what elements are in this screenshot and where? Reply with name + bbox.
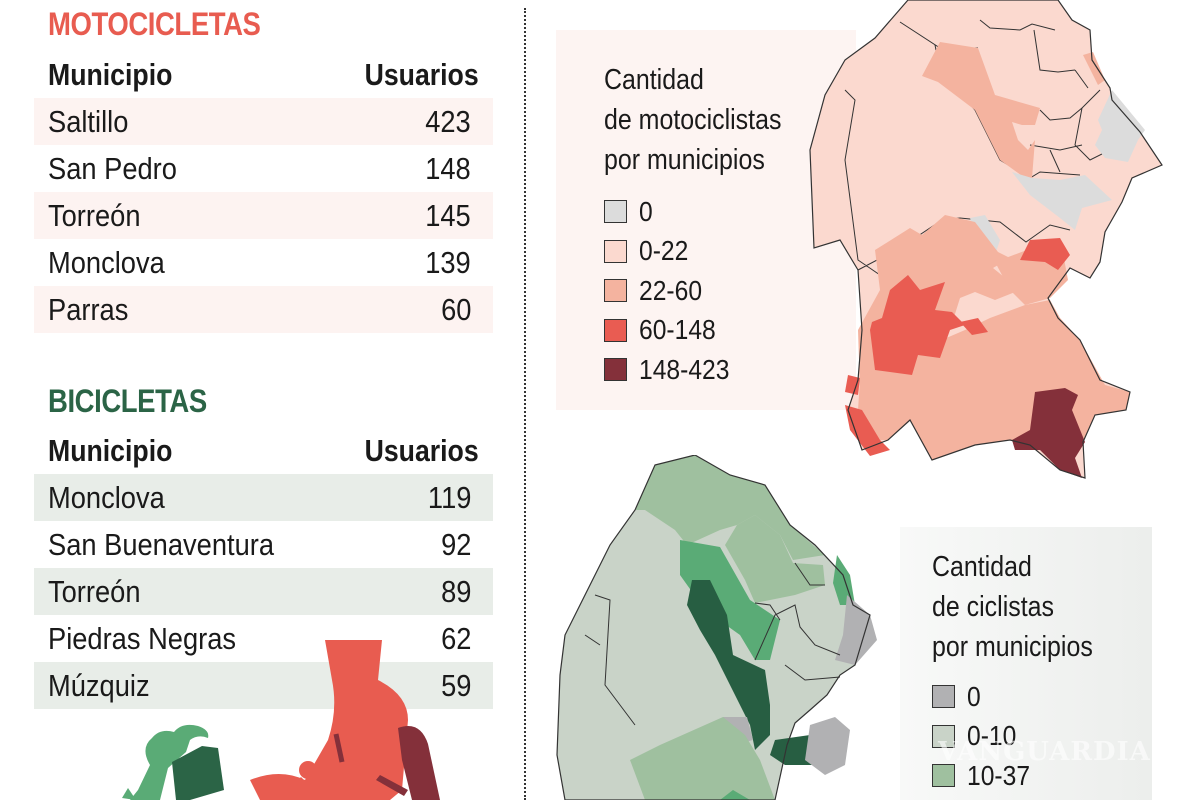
bicicletas-title: BICICLETAS: [48, 383, 207, 419]
cell-usuarios: 145: [425, 197, 471, 233]
table-row: Monclova 119: [34, 474, 493, 521]
legend-swatch: [604, 358, 627, 382]
table-row: San Pedro 148: [34, 145, 493, 192]
legend-item: 60-148: [604, 311, 742, 351]
table-row: Múzquiz 59: [34, 662, 493, 709]
cell-usuarios: 139: [425, 244, 471, 280]
legend-label: 148-423: [639, 353, 730, 385]
table-row: Torreón 89: [34, 568, 493, 615]
tables-column: MOTOCICLETAS Municipio Usuarios Saltillo…: [0, 0, 520, 800]
legend-swatch: [932, 764, 955, 788]
cell-usuarios: 423: [425, 103, 471, 139]
legend-label: 10-37: [967, 759, 1031, 791]
legend-label: 0: [639, 195, 653, 227]
motociclistas-legend: Cantidad de motociclistas por municipios…: [556, 30, 856, 410]
legend-label: 0-22: [639, 235, 689, 267]
table-header: Municipio Usuarios: [34, 428, 493, 474]
legend-swatch: [604, 239, 627, 263]
ciclistas-map: [556, 455, 877, 800]
cell-usuarios: 119: [427, 479, 471, 515]
cell-usuarios: 59: [440, 667, 471, 703]
column-divider: [524, 8, 526, 800]
legend-swatch: [932, 685, 955, 709]
legend-item: 148-423: [604, 350, 742, 390]
motociclistas-map: [809, 0, 1163, 479]
legend-items: 0 0-10 10-37: [932, 677, 1039, 796]
legend-label: 0-10: [967, 720, 1017, 752]
legend-item: 22-60: [604, 271, 742, 311]
table-header: Municipio Usuarios: [34, 52, 493, 98]
table-row: San Buenaventura 92: [34, 521, 493, 568]
cyclist-icon: [122, 724, 224, 800]
legend-items: 0 0-22 22-60 60-148 148-423: [604, 192, 742, 390]
cell-municipio: Saltillo: [48, 103, 129, 139]
legend-item: 0: [932, 677, 1039, 717]
cell-municipio: San Pedro: [48, 150, 177, 186]
legend-title-line: de ciclistas: [932, 591, 1054, 623]
cell-usuarios: 89: [440, 573, 471, 609]
cell-municipio: Monclova: [48, 244, 165, 280]
legend-label: 22-60: [639, 274, 703, 306]
cell-municipio: San Buenaventura: [48, 526, 274, 562]
legend-label: 60-148: [639, 314, 716, 346]
table-row: Torreón 145: [34, 192, 493, 239]
cell-municipio: Parras: [48, 291, 129, 327]
column-header-municipio: Municipio: [48, 57, 173, 92]
legend-item: 0-10: [932, 717, 1039, 757]
legend-title-line: Cantidad: [604, 64, 704, 96]
motocicletas-title: MOTOCICLETAS: [48, 6, 261, 42]
legend-item: 0: [604, 192, 742, 232]
cell-municipio: Piedras Negras: [48, 620, 237, 656]
cell-municipio: Torreón: [48, 573, 141, 609]
legend-item: 10-37: [932, 756, 1039, 796]
column-header-municipio: Municipio: [48, 433, 173, 468]
cell-usuarios: 148: [425, 150, 471, 186]
legend-title: Cantidad de motociclistas por municipios: [604, 60, 781, 180]
cell-municipio: Múzquiz: [48, 667, 150, 703]
column-header-usuarios: Usuarios: [364, 57, 479, 92]
ciclistas-legend: Cantidad de ciclistas por municipios 0 0…: [900, 527, 1152, 800]
cell-usuarios: 92: [440, 526, 471, 562]
legend-item: 0-22: [604, 232, 742, 272]
cell-usuarios: 60: [440, 291, 471, 327]
motocicletas-table: Municipio Usuarios Saltillo 423 San Pedr…: [34, 52, 493, 333]
legend-swatch: [604, 318, 627, 342]
table-row: Piedras Negras 62: [34, 615, 493, 662]
legend-swatch: [604, 279, 627, 303]
table-row: Saltillo 423: [34, 98, 493, 145]
bicicletas-table: Municipio Usuarios Monclova 119 San Buen…: [34, 428, 493, 709]
table-row: Parras 60: [34, 286, 493, 333]
cell-municipio: Torreón: [48, 197, 141, 233]
legend-title-line: Cantidad: [932, 551, 1032, 583]
table-row: Monclova 139: [34, 239, 493, 286]
riders-illustration: [122, 640, 440, 800]
column-header-usuarios: Usuarios: [364, 433, 479, 468]
legend-swatch: [932, 724, 955, 748]
legend-title-line: por municipios: [604, 144, 765, 176]
legend-title-line: por municipios: [932, 631, 1093, 663]
motorcyclist-icon: [250, 640, 440, 800]
legend-title: Cantidad de ciclistas por municipios: [932, 547, 1093, 667]
cell-municipio: Monclova: [48, 479, 165, 515]
legend-title-line: de motociclistas: [604, 104, 782, 136]
legend-swatch: [604, 200, 627, 224]
cell-usuarios: 62: [440, 620, 471, 656]
legend-label: 0: [967, 680, 981, 712]
